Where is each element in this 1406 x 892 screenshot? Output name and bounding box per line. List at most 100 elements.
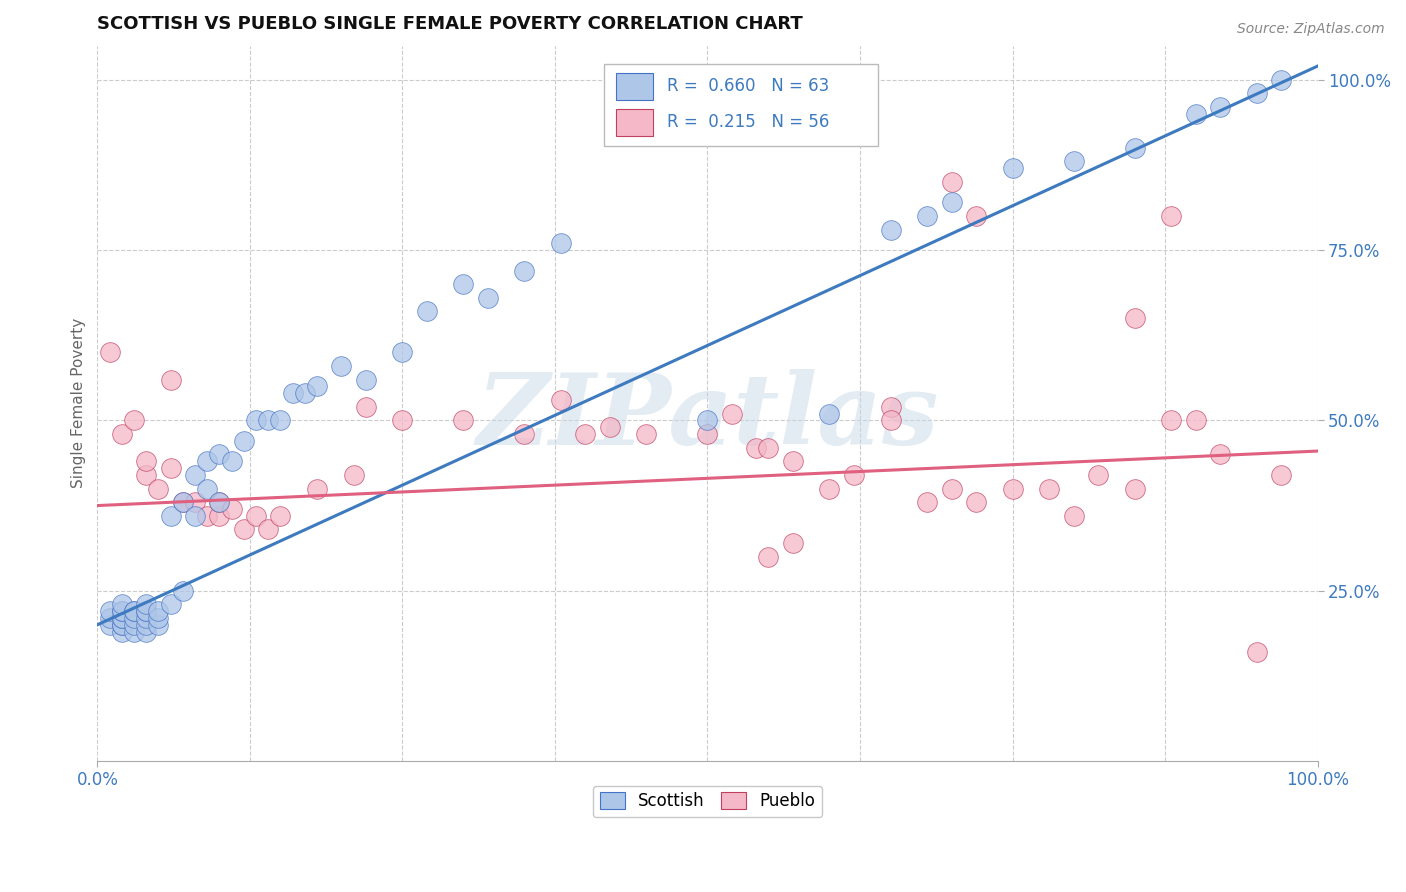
Point [195, 454, 218, 468]
Point [1123, 141, 1146, 155]
Point [135, 604, 157, 618]
Y-axis label: Single Female Poverty: Single Female Poverty [72, 318, 86, 489]
Point [513, 427, 536, 442]
Point [111, 617, 134, 632]
Point [111, 624, 134, 639]
Point [122, 617, 145, 632]
Point [758, 441, 780, 455]
Point [354, 372, 377, 386]
Point [879, 413, 901, 427]
Point [354, 400, 377, 414]
Point [391, 345, 413, 359]
Point [98, 345, 121, 359]
Point [818, 407, 841, 421]
Point [758, 549, 780, 564]
Point [1123, 311, 1146, 326]
Legend: Scottish, Pueblo: Scottish, Pueblo [593, 786, 823, 817]
Point [159, 508, 181, 523]
Point [148, 604, 170, 618]
Point [416, 304, 439, 318]
Point [1038, 482, 1060, 496]
Point [245, 508, 267, 523]
Point [208, 508, 231, 523]
Point [135, 624, 157, 639]
Point [232, 523, 254, 537]
Point [135, 611, 157, 625]
Text: SCOTTISH VS PUEBLO SINGLE FEMALE POVERTY CORRELATION CHART: SCOTTISH VS PUEBLO SINGLE FEMALE POVERTY… [97, 15, 803, 33]
FancyBboxPatch shape [616, 73, 652, 100]
Point [574, 427, 596, 442]
Point [195, 482, 218, 496]
Point [1270, 72, 1292, 87]
Point [915, 209, 938, 223]
Point [1063, 508, 1085, 523]
Point [122, 604, 145, 618]
Point [721, 407, 744, 421]
Point [696, 427, 718, 442]
Point [159, 598, 181, 612]
Point [1001, 161, 1024, 176]
Point [269, 508, 291, 523]
Point [1246, 645, 1268, 659]
Point [1087, 467, 1109, 482]
Point [122, 611, 145, 625]
Point [122, 604, 145, 618]
Point [122, 624, 145, 639]
Point [305, 379, 328, 393]
Point [550, 392, 572, 407]
Point [453, 277, 475, 292]
Point [782, 536, 804, 550]
Point [257, 523, 280, 537]
Point [1209, 447, 1232, 461]
Point [842, 467, 865, 482]
Point [159, 372, 181, 386]
Point [98, 617, 121, 632]
Point [208, 495, 231, 509]
Point [1184, 107, 1206, 121]
Point [135, 617, 157, 632]
Text: ZIPatlas: ZIPatlas [477, 369, 939, 466]
Point [1063, 154, 1085, 169]
Point [159, 461, 181, 475]
Text: Source: ZipAtlas.com: Source: ZipAtlas.com [1237, 22, 1385, 37]
Point [122, 413, 145, 427]
Point [965, 495, 987, 509]
Point [172, 495, 194, 509]
Point [281, 386, 304, 401]
Point [221, 454, 243, 468]
Point [782, 454, 804, 468]
Point [195, 508, 218, 523]
FancyBboxPatch shape [616, 109, 652, 136]
Point [111, 611, 134, 625]
Point [232, 434, 254, 448]
Text: R =  0.660   N = 63: R = 0.660 N = 63 [668, 78, 830, 95]
Point [111, 598, 134, 612]
Point [172, 495, 194, 509]
Point [184, 467, 207, 482]
Point [941, 175, 963, 189]
Point [745, 441, 768, 455]
Point [1001, 482, 1024, 496]
Point [1246, 87, 1268, 101]
Point [135, 604, 157, 618]
Point [915, 495, 938, 509]
Point [208, 447, 231, 461]
Point [208, 495, 231, 509]
Point [111, 604, 134, 618]
Point [294, 386, 316, 401]
Point [453, 413, 475, 427]
Point [148, 482, 170, 496]
Point [941, 195, 963, 210]
Point [965, 209, 987, 223]
FancyBboxPatch shape [603, 63, 879, 145]
Point [98, 611, 121, 625]
Point [879, 222, 901, 236]
Point [477, 291, 499, 305]
Point [550, 236, 572, 251]
Point [184, 495, 207, 509]
Point [135, 467, 157, 482]
Point [1270, 467, 1292, 482]
Point [305, 482, 328, 496]
Point [879, 400, 901, 414]
Point [330, 359, 353, 373]
